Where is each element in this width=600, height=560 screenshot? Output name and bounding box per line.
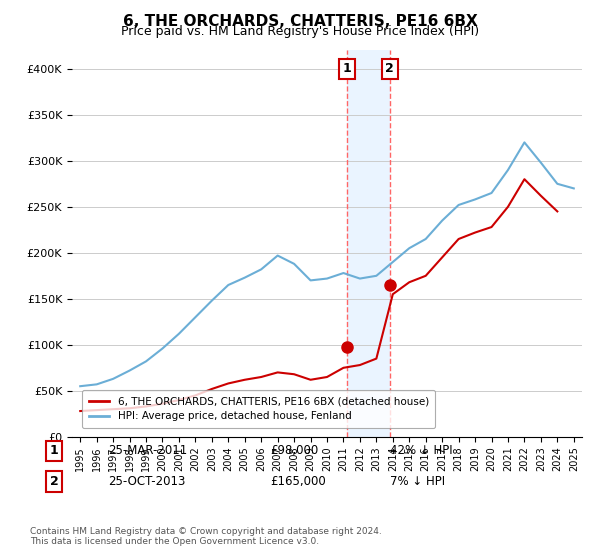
Bar xyxy=(347,50,390,437)
Text: 2: 2 xyxy=(50,475,58,488)
Text: 6, THE ORCHARDS, CHATTERIS, PE16 6BX: 6, THE ORCHARDS, CHATTERIS, PE16 6BX xyxy=(122,14,478,29)
Text: £98,000: £98,000 xyxy=(270,444,318,458)
Text: 25-OCT-2013: 25-OCT-2013 xyxy=(108,475,185,488)
Text: 2: 2 xyxy=(385,62,394,75)
Text: 7% ↓ HPI: 7% ↓ HPI xyxy=(390,475,445,488)
Text: 42% ↓ HPI: 42% ↓ HPI xyxy=(390,444,452,458)
Text: 25-MAR-2011: 25-MAR-2011 xyxy=(108,444,187,458)
Legend: 6, THE ORCHARDS, CHATTERIS, PE16 6BX (detached house), HPI: Average price, detac: 6, THE ORCHARDS, CHATTERIS, PE16 6BX (de… xyxy=(82,390,435,428)
Text: 1: 1 xyxy=(50,444,58,458)
Text: 1: 1 xyxy=(343,62,352,75)
Text: £165,000: £165,000 xyxy=(270,475,326,488)
Text: Contains HM Land Registry data © Crown copyright and database right 2024.
This d: Contains HM Land Registry data © Crown c… xyxy=(30,526,382,546)
Text: Price paid vs. HM Land Registry's House Price Index (HPI): Price paid vs. HM Land Registry's House … xyxy=(121,25,479,38)
